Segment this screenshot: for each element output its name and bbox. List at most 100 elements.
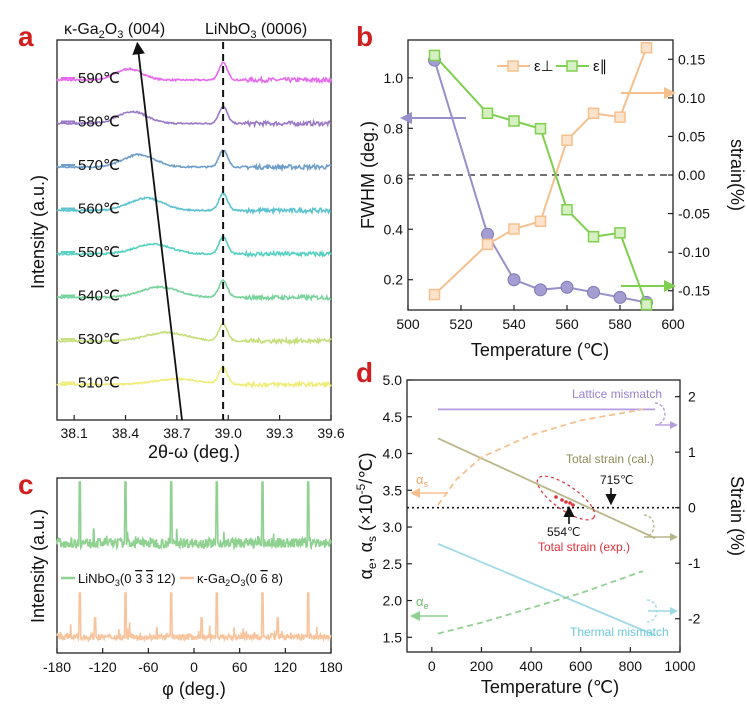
panel-c-curves [56,481,332,643]
y-tick-label: 0.2 [384,272,404,288]
x-tick-label: 38.1 [61,425,88,441]
x-tick-label: -120 [89,659,117,675]
series-line [437,542,656,637]
panel-c-xlabel: φ (deg.) [162,679,226,699]
y2-tick-label: 0 [688,500,696,516]
exp-point [554,495,558,499]
x-tick-label: 200 [470,658,494,674]
xrd-curve [56,322,332,346]
panel-d-label: d [356,357,373,388]
panel-c-ylabel: Intensity (a.u.) [28,509,48,623]
series-label: 530℃ [78,331,120,348]
strain-point [561,134,573,147]
panel-a-xticks: 38.1 38.4 38.7 39.0 39.3 39.6 [61,415,345,441]
total-strain-exp-ellipse [536,475,596,521]
y2-tick-label: 0.05 [678,128,705,144]
strain-point [508,115,520,127]
x-tick-label: 60 [232,659,248,675]
panel-a-ylabel: Intensity (a.u.) [28,175,48,289]
strain-point [640,298,653,311]
y-tick-label: 0.6 [384,171,404,187]
eperp-axis-arrowhead [664,87,676,99]
y-tick-label: 1.0 [384,70,404,86]
strain-point [587,230,600,243]
strain-point [428,288,441,301]
series-label: 540℃ [78,288,120,305]
xrd-curve [56,61,332,86]
xrd-curve [56,364,332,390]
x-tick-label: 500 [396,316,420,332]
top-label-linbo3: LiNbO3 (0006) [205,21,307,41]
x-tick-label: 38.7 [163,425,190,441]
y-tick-label: 3.5 [383,482,403,498]
peak-shift-arrow [132,41,183,421]
lattice-curl-arrowhead [670,421,678,429]
panel-d-frame [406,379,681,653]
y2-tick-label: -2 [688,611,701,627]
top-label-ga2o3: κ-Ga2O3 (004) [64,21,165,41]
legend-eperp-label: ε⊥ [534,58,554,75]
total-strain-exp-points [554,495,575,507]
epar-axis-arrowhead [664,280,676,292]
x-tick-label: 38.4 [112,425,139,441]
series-label: 550℃ [78,244,120,261]
panel-b-y2label: strain(%) [727,139,747,211]
x-tick-label: 800 [619,658,643,674]
strain-point [561,203,573,216]
x-tick-label: 39.0 [215,425,242,441]
series-line [437,408,643,506]
strain-point [534,215,547,228]
x-tick-label: 0 [190,659,198,675]
xrd-curve [56,279,332,302]
phi-scan-curve [56,481,332,551]
panel-b-ticks: 500 520 540 560 580 600 0.2 0.4 0.6 0.8 1.0 0.15 0.1… [384,51,711,332]
fwhm-point [534,283,547,297]
x-tick-label: -60 [138,659,158,675]
strain-point [481,238,494,251]
alpha-s-arrowhead [410,488,420,498]
exp-point [564,500,568,504]
x-tick-label: 600 [569,658,593,674]
panel-b-series [428,41,653,311]
panel-c-frame [56,477,332,654]
legend-eperp-marker [507,60,519,72]
y-tick-label: 4.5 [383,409,403,425]
strain-point [587,107,600,120]
x-tick-label: 560 [555,316,579,332]
panel-a-top-labels: κ-Ga2O3 (004) LiNbO3 (0006) [64,21,307,41]
alpha-e-arrowhead [410,611,420,621]
series-label: 570℃ [78,157,120,174]
fwhm-point [560,280,574,294]
y2-tick-label: -0.10 [678,244,710,260]
y-tick-label: 5.0 [383,372,403,388]
lattice-curl [654,402,666,426]
x-tick-label: 39.6 [317,425,344,441]
x-tick-label: 180 [319,659,343,675]
alpha-e-indicator: αe [410,594,448,621]
panel-c: c LiNbO3(0 3 3 12) κ-Ga2O3(0 6 8) -180 -1… [18,469,343,699]
series-label: 590℃ [78,70,120,87]
panel-b-axis-arrows [400,87,676,292]
panel-a-label: a [18,21,34,52]
y2-tick-label: -0.15 [678,283,710,299]
panel-d-y2label: Strain (%) [727,476,747,556]
x-tick-label: 400 [519,658,543,674]
strain-point [614,227,626,239]
panel-b-ylabel: FWHM (deg.) [358,121,378,229]
y2-tick-label: 0.10 [678,90,705,106]
exp-point [568,501,572,505]
panel-a-xlabel: 2θ-ω (deg.) [148,442,240,462]
series-line [437,570,644,635]
series-label: 510℃ [78,375,120,392]
strain-point [508,223,520,235]
y-tick-label: 2.5 [383,556,403,572]
y2-tick-label: -0.05 [678,206,710,222]
fwhm-point [507,273,521,287]
exp-point [560,498,564,502]
y-tick-label: 4.0 [383,446,403,462]
y2-tick-label: 0.00 [678,167,705,183]
fwhm-point [587,285,600,299]
alpha-e-label: αe [416,594,429,611]
series-line [433,59,647,304]
y2-tick-label: -1 [688,555,701,571]
